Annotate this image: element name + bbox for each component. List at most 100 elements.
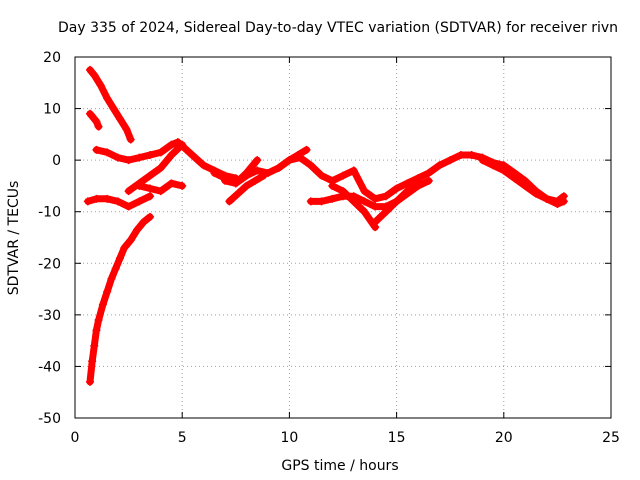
- data-point: [285, 156, 294, 165]
- y-tick-label: -10: [38, 205, 61, 221]
- data-point: [86, 377, 95, 386]
- data-point: [103, 194, 112, 203]
- y-tick-label: 10: [43, 102, 61, 118]
- data-point: [242, 169, 251, 178]
- data-point: [371, 194, 380, 203]
- series-track-a: [86, 65, 135, 144]
- data-point: [135, 181, 144, 190]
- y-tick-label: 0: [52, 153, 61, 169]
- data-point: [349, 166, 358, 175]
- data-point: [371, 202, 380, 211]
- data-point: [225, 197, 234, 206]
- x-axis-label: GPS time / hours: [281, 458, 398, 474]
- data-point: [116, 254, 125, 263]
- data-point: [109, 104, 118, 113]
- data-point: [489, 161, 498, 170]
- y-tick-label: -30: [38, 308, 61, 324]
- data-point: [146, 184, 155, 193]
- data-point: [135, 197, 144, 206]
- data-point: [107, 274, 116, 283]
- data-point: [92, 145, 101, 154]
- data-point: [86, 65, 95, 74]
- data-point: [424, 169, 433, 178]
- data-point: [306, 161, 315, 170]
- data-point: [135, 153, 144, 162]
- data-point: [231, 179, 240, 188]
- y-tick-label: -50: [38, 411, 61, 427]
- data-point: [251, 176, 260, 185]
- data-point: [456, 150, 465, 159]
- series-track-d: [83, 192, 155, 211]
- data-point: [403, 189, 412, 198]
- data-point: [233, 189, 242, 198]
- data-point: [156, 148, 165, 157]
- data-point: [328, 194, 337, 203]
- plot-frame: [74, 56, 612, 419]
- data-point: [146, 150, 155, 159]
- axis-ticks: 0 5 10 15 20 25 -50 -40 -30 -20 -10 0 10 20: [38, 50, 620, 446]
- data-point: [167, 150, 176, 159]
- data-point: [403, 179, 412, 188]
- data-point: [339, 187, 347, 196]
- data-point: [293, 150, 302, 159]
- data-point: [178, 181, 187, 190]
- data-point: [113, 153, 122, 162]
- series-track-b: [86, 109, 103, 131]
- data-point: [360, 197, 369, 206]
- data-point: [133, 225, 142, 234]
- data-point: [360, 207, 369, 216]
- data-point: [83, 197, 92, 206]
- data-point: [90, 71, 99, 80]
- data-point: [446, 156, 455, 165]
- series-band: [86, 66, 135, 143]
- data-point: [98, 300, 107, 309]
- data-point: [124, 156, 133, 165]
- data-point: [120, 243, 129, 252]
- y-axis-label: SDTVAR / TECUs: [6, 181, 22, 296]
- data-point: [178, 140, 187, 149]
- data-series: [83, 65, 568, 386]
- series-track-n: [371, 176, 433, 227]
- series-track-o: [478, 156, 568, 206]
- series-track-c: [86, 212, 155, 386]
- data-point: [424, 176, 433, 185]
- data-point: [392, 197, 401, 206]
- data-point: [103, 287, 112, 296]
- data-point: [467, 150, 476, 159]
- data-point: [381, 207, 390, 216]
- chart-title: Day 335 of 2024, Sidereal Day-to-day VTE…: [58, 20, 618, 36]
- y-tick-label: 20: [43, 50, 61, 66]
- series-band: [275, 146, 311, 172]
- data-point: [253, 156, 262, 165]
- y-tick-label: -40: [38, 359, 61, 375]
- data-point: [92, 194, 101, 203]
- data-point: [146, 212, 155, 221]
- data-point: [510, 174, 519, 183]
- data-point: [259, 171, 268, 180]
- data-point: [94, 316, 103, 325]
- data-point: [111, 264, 120, 273]
- data-point: [349, 197, 358, 206]
- series-band: [371, 177, 433, 226]
- data-point: [274, 163, 283, 172]
- data-point: [392, 184, 401, 193]
- data-point: [242, 181, 251, 190]
- data-point: [126, 135, 135, 144]
- data-point: [553, 197, 562, 206]
- data-point: [360, 187, 369, 196]
- data-point: [146, 192, 155, 201]
- data-point: [521, 181, 530, 190]
- data-point: [156, 163, 165, 172]
- data-point: [559, 192, 568, 201]
- data-point: [499, 166, 508, 175]
- data-point: [339, 171, 347, 180]
- data-point: [88, 357, 97, 366]
- data-point: [146, 171, 155, 180]
- data-point: [199, 161, 208, 170]
- data-point: [182, 145, 191, 154]
- data-point: [94, 122, 103, 131]
- data-point: [103, 94, 112, 103]
- data-point: [542, 194, 551, 203]
